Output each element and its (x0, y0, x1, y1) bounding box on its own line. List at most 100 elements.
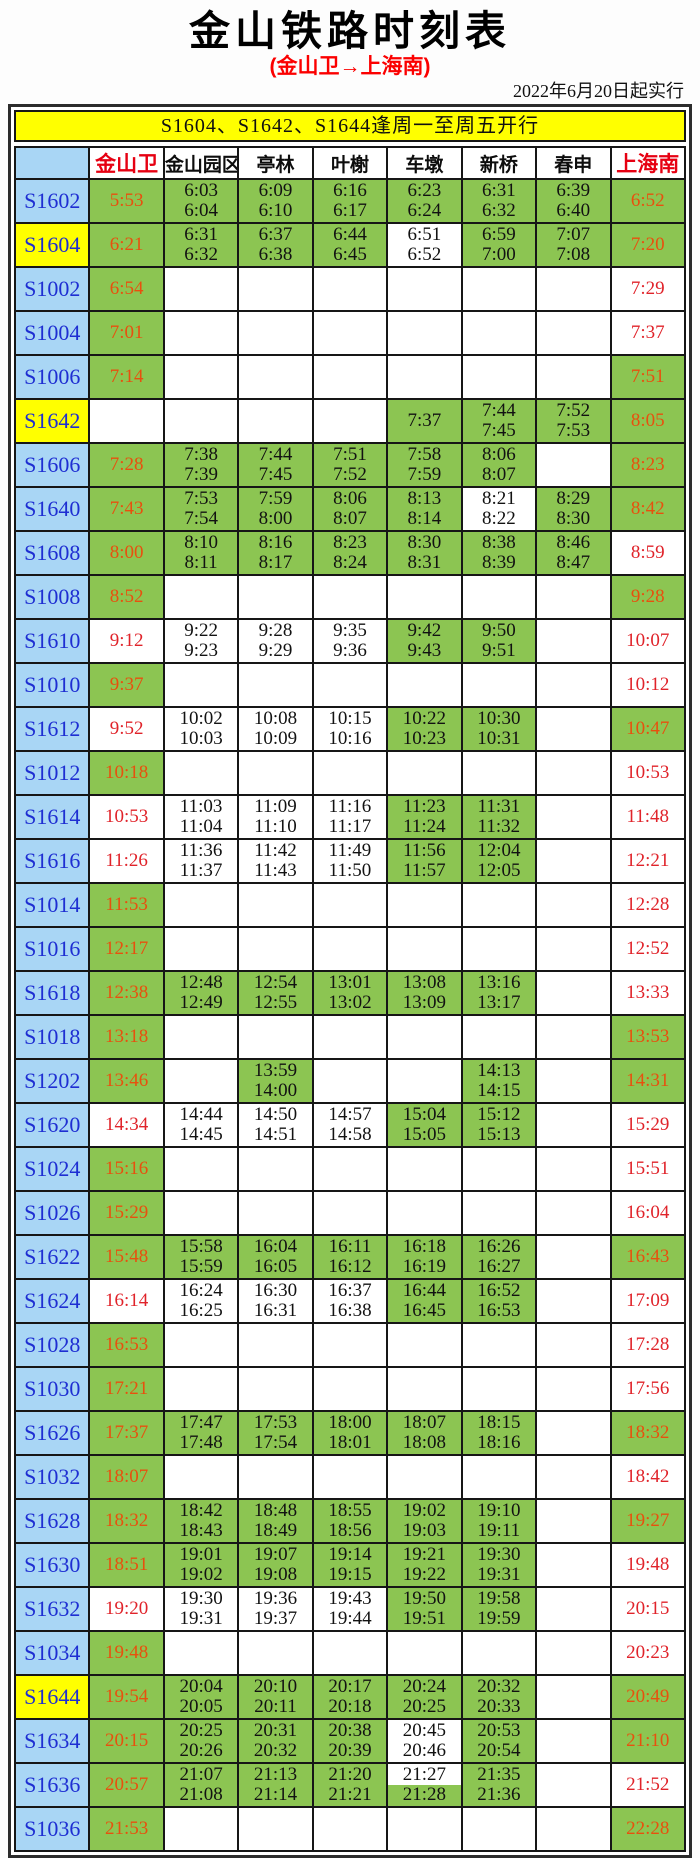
time-cell: 6:59 7:00 (460, 222, 538, 268)
time-cell: 6:03 6:04 (162, 178, 240, 224)
time-cell: 19:43 19:44 (311, 1586, 389, 1632)
empty-cell (237, 1454, 314, 1500)
empty-cell (460, 354, 538, 400)
time-cell: 13:16 13:17 (460, 970, 538, 1016)
train-number-cell: S1002 (13, 266, 91, 312)
empty-cell (88, 398, 165, 444)
train-number-cell: S1012 (13, 750, 91, 796)
time-cell: 19:30 19:31 (460, 1542, 538, 1588)
time-cell: 10:12 (609, 662, 686, 708)
empty-cell (535, 442, 612, 488)
empty-cell (535, 1586, 612, 1632)
table-row: S1630 18:51 19:01 19:02 19:07 19:08 19:14 19:15… (13, 1542, 686, 1588)
time-cell: 18:00 18:01 (311, 1410, 389, 1456)
train-number-cell: S1614 (13, 794, 91, 840)
empty-cell (237, 310, 314, 356)
empty-cell (386, 310, 463, 356)
time-cell: 15:16 (88, 1146, 165, 1192)
time-cell: 8:23 (609, 442, 686, 488)
empty-cell (162, 1630, 240, 1676)
route-subtitle: (金山卫→上海南) (269, 55, 431, 78)
empty-cell (535, 662, 612, 708)
time-cell: 14:34 (88, 1102, 165, 1148)
time-cell: 11:16 11:17 (311, 794, 389, 840)
empty-cell (311, 1014, 389, 1060)
empty-cell (535, 1454, 612, 1500)
time-cell: 13:33 (609, 970, 686, 1016)
table-row: S1008 8:52 9:28 (13, 574, 686, 620)
time-cell: 7:37 (386, 398, 463, 444)
page-title: 金山铁路时刻表 (189, 8, 511, 54)
time-cell: 8:10 8:11 (162, 530, 240, 576)
empty-cell (237, 1630, 314, 1676)
time-cell: 8:46 8:47 (535, 530, 612, 576)
empty-cell (386, 1190, 463, 1236)
corner-cell (13, 146, 91, 180)
time-cell: 15:29 (88, 1190, 165, 1236)
empty-cell (386, 1454, 463, 1500)
time-cell: 6:31 6:32 (162, 222, 240, 268)
time-cell: 7:53 7:54 (162, 486, 240, 532)
time-cell: 10:02 10:03 (162, 706, 240, 752)
train-number-cell: S1024 (13, 1146, 91, 1192)
time-cell: 9:28 9:29 (237, 618, 314, 664)
empty-cell (237, 1146, 314, 1192)
empty-cell (162, 882, 240, 928)
time-cell: 14:50 14:51 (237, 1102, 314, 1148)
time-cell: 9:42 9:43 (386, 618, 463, 664)
table-row: S1202 13:46 13:59 14:00 14:13 14:15 14:31 (13, 1058, 686, 1104)
time-cell: 13:08 13:09 (386, 970, 463, 1016)
table-row: S1608 8:00 8:10 8:11 8:16 8:17 8:23 8:24 8:30 8:3… (13, 530, 686, 576)
time-cell: 21:27 21:28 (386, 1762, 463, 1808)
table-row: S1004 7:01 7:37 (13, 310, 686, 356)
time-cell: 19:14 19:15 (311, 1542, 389, 1588)
time-cell: 19:30 19:31 (162, 1586, 240, 1632)
empty-cell (311, 926, 389, 972)
time-cell: 10:07 (609, 618, 686, 664)
time-cell: 11:53 (88, 882, 165, 928)
table-row: S1628 18:32 18:42 18:43 18:48 18:49 18:55 18:56… (13, 1498, 686, 1544)
time-cell: 20:57 (88, 1762, 165, 1808)
empty-cell (535, 310, 612, 356)
empty-cell (237, 266, 314, 312)
time-cell: 16:11 16:12 (311, 1234, 389, 1280)
empty-cell (162, 398, 240, 444)
empty-cell (535, 574, 612, 620)
time-cell: 17:28 (609, 1322, 686, 1368)
time-cell: 8:23 8:24 (311, 530, 389, 576)
train-number-cell: S1620 (13, 1102, 91, 1148)
time-cell: 15:48 (88, 1234, 165, 1280)
train-number-cell: S1030 (13, 1366, 91, 1412)
station-header: 金山园区 (162, 146, 240, 180)
train-number-cell: S1610 (13, 618, 91, 664)
time-cell: 21:20 21:21 (311, 1762, 389, 1808)
empty-cell (162, 1014, 240, 1060)
empty-cell (386, 1630, 463, 1676)
empty-cell (311, 310, 389, 356)
time-cell: 18:15 18:16 (460, 1410, 538, 1456)
time-cell: 7:51 (609, 354, 686, 400)
empty-cell (162, 1146, 240, 1192)
train-number-cell: S1644 (13, 1674, 91, 1720)
empty-cell (162, 1322, 240, 1368)
table-row: S1002 6:54 7:29 (13, 266, 686, 312)
time-cell: 13:59 14:00 (237, 1058, 314, 1104)
time-cell: 18:07 (88, 1454, 165, 1500)
empty-cell (535, 750, 612, 796)
time-cell: 20:32 20:33 (460, 1674, 538, 1720)
empty-cell (311, 750, 389, 796)
time-cell: 8:00 (88, 530, 165, 576)
timetable-rows: S1602 5:53 6:03 6:04 6:09 6:10 6:16 6:17 6:23 6:2… (13, 178, 686, 1852)
time-cell: 7:37 (609, 310, 686, 356)
table-row: S1024 15:16 15:51 (13, 1146, 686, 1192)
time-cell: 18:42 (609, 1454, 686, 1500)
time-cell: 19:48 (609, 1542, 686, 1588)
time-cell: 8:42 (609, 486, 686, 532)
time-cell: 14:57 14:58 (311, 1102, 389, 1148)
empty-cell (386, 574, 463, 620)
table-row: S1036 21:53 22:28 (13, 1806, 686, 1852)
time-cell: 12:21 (609, 838, 686, 884)
time-cell: 13:53 (609, 1014, 686, 1060)
time-cell: 7:20 (609, 222, 686, 268)
table-row: S1626 17:37 17:47 17:48 17:53 17:54 18:00 18:01… (13, 1410, 686, 1456)
